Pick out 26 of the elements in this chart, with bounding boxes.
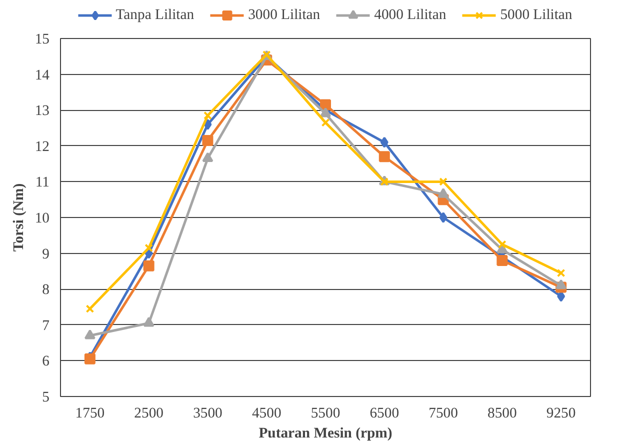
legend-label: 4000 Lilitan <box>374 6 446 24</box>
x-tick-label: 1750 <box>75 406 105 422</box>
x-tick-label: 2500 <box>134 406 164 422</box>
y-tick-label: 14 <box>34 67 50 84</box>
y-tick-label: 6 <box>42 354 50 370</box>
x-tick-label: 4500 <box>252 406 282 422</box>
x-tick-label: 3500 <box>193 406 222 422</box>
y-tick-label: 13 <box>34 103 50 120</box>
legend-label: 5000 Lilitan <box>500 6 572 24</box>
x-tick-label: 8500 <box>488 406 517 422</box>
y-tick-label: 12 <box>34 138 50 155</box>
y-tick-label: 5 <box>42 390 50 406</box>
y-tick-label: 7 <box>42 318 50 334</box>
legend-label: Tanpa Lilitan <box>116 6 194 24</box>
x-tick-label: 6500 <box>370 406 400 422</box>
y-tick-label: 8 <box>42 282 50 298</box>
x-axis-title: Putaran Mesin (rpm) <box>258 426 392 442</box>
y-tick-label: 11 <box>35 174 50 191</box>
y-tick-label: 10 <box>34 210 50 226</box>
x-tick-label: 7500 <box>428 406 458 422</box>
x-tick-label: 5500 <box>310 406 340 422</box>
x-tick-label: 9250 <box>546 406 576 422</box>
y-tick-label: 9 <box>42 246 50 262</box>
legend-label: 3000 Lilitan <box>248 6 320 24</box>
y-tick-label: 15 <box>34 32 50 48</box>
y-axis-title: Torsi (Nm) <box>10 183 27 252</box>
